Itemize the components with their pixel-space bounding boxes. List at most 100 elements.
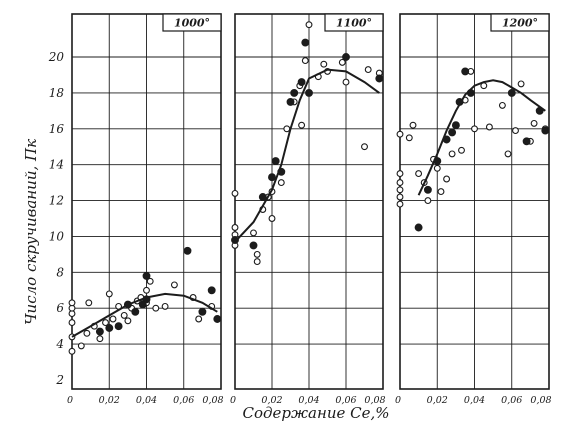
panel-title-box — [490, 13, 550, 32]
y-tick-label: 16 — [49, 122, 65, 136]
panel-1: 1000° 0 0,02 0,04 0,06 0,08 — [67, 13, 224, 406]
data-point-filled — [451, 121, 460, 130]
panel-title: 1200° — [502, 17, 538, 30]
data-point-open — [517, 80, 525, 88]
data-point-open — [433, 164, 441, 172]
data-point-filled — [541, 126, 550, 135]
data-point-filled — [213, 315, 222, 323]
data-point-filled — [95, 327, 104, 336]
data-point-open — [109, 315, 117, 323]
panel-3: 1200° 0 0,02 0,04 0,06 0,08 — [395, 13, 552, 406]
data-point-open — [301, 57, 309, 65]
fit-curve — [234, 68, 380, 243]
data-point-filled — [142, 271, 151, 280]
data-point-open — [396, 193, 404, 201]
data-point-open — [96, 335, 104, 343]
x-tick-label: 0,02 — [427, 395, 448, 406]
x-tick-label: 0,02 — [99, 395, 120, 406]
x-tick-label: 0,08 — [202, 395, 223, 406]
data-point-open — [268, 215, 276, 222]
data-point-filled — [290, 88, 299, 97]
data-point-filled — [198, 307, 207, 316]
data-point-open — [471, 125, 478, 133]
data-point-open — [530, 119, 538, 127]
x-tick-label: 0,02 — [261, 395, 282, 406]
data-point-filled — [342, 53, 350, 61]
data-point-open — [68, 347, 76, 355]
data-point-open — [338, 58, 346, 66]
x-tick-label: 0 — [395, 395, 401, 406]
data-point-filled — [258, 193, 267, 201]
data-point-open — [83, 329, 91, 337]
data-point-filled — [249, 241, 258, 250]
data-point-open — [424, 197, 432, 205]
data-point-filled — [286, 97, 295, 106]
x-tick-label: 0 — [67, 395, 73, 406]
x-tick-label: 0,06 — [501, 395, 522, 406]
data-point-open — [298, 121, 306, 129]
data-point-open — [253, 250, 261, 258]
y-tick-label: 20 — [48, 50, 65, 64]
data-point-open — [85, 299, 93, 307]
data-point-open — [443, 175, 451, 183]
data-point-open — [448, 150, 456, 158]
data-point-open — [68, 299, 76, 307]
panel-2: 1100° 0 0,02 0,04 0,06 0,08 — [230, 13, 386, 406]
data-point-filled — [297, 78, 306, 87]
data-point-open — [396, 179, 404, 187]
data-point-open — [231, 224, 239, 231]
data-point-open — [512, 127, 519, 135]
y-axis-ticks: 2 4 6 8 10 12 14 16 18 20 — [48, 50, 65, 387]
x-tick-label: 0,08 — [364, 395, 385, 406]
data-point-open — [396, 200, 404, 208]
data-point-open — [396, 186, 404, 194]
y-tick-label: 14 — [49, 158, 64, 172]
data-point-open — [250, 229, 257, 237]
data-point-open — [364, 66, 372, 74]
y-tick-label: 6 — [56, 301, 64, 315]
data-point-filled — [301, 38, 310, 47]
x-tick-label: 0,04 — [464, 395, 485, 406]
x-tick-label: 0,06 — [335, 395, 356, 406]
chart-panels: 1000° 0 0,02 0,04 0,06 0,08 1100° 0 0,02 0,04 0,06… — [67, 13, 552, 406]
data-point-open — [105, 290, 113, 298]
data-point-open — [415, 170, 423, 178]
fit-curve — [417, 79, 546, 196]
data-point-filled — [522, 137, 531, 146]
data-point-open — [277, 179, 285, 187]
data-point-open — [253, 258, 261, 266]
data-point-open — [396, 130, 404, 138]
data-point-open — [498, 101, 506, 109]
x-tick-label: 0 — [230, 395, 236, 406]
data-point-open — [405, 134, 413, 142]
data-point-open — [120, 311, 128, 319]
data-point-open — [342, 78, 350, 86]
data-point-filled — [183, 246, 192, 255]
data-point-open — [305, 21, 313, 29]
y-tick-label: 4 — [55, 337, 64, 351]
x-tick-label: 0,04 — [298, 395, 319, 406]
data-point-open — [124, 317, 132, 325]
data-point-open — [146, 277, 154, 285]
data-point-filled — [461, 67, 470, 76]
data-point-filled — [507, 88, 516, 97]
data-point-open — [68, 319, 76, 327]
data-point-open — [161, 302, 169, 310]
data-point-open — [396, 170, 404, 178]
panel-title-box — [324, 13, 384, 32]
data-point-open — [458, 146, 465, 154]
panel-frame — [234, 13, 384, 390]
data-point-open — [283, 125, 291, 133]
panel-title: 1000° — [174, 17, 210, 30]
data-point-open — [195, 315, 203, 323]
data-point-open — [231, 189, 239, 197]
data-point-filled — [375, 74, 384, 83]
data-point-open — [143, 286, 150, 294]
data-point-filled — [448, 128, 457, 137]
panel-title: 1100° — [336, 17, 372, 30]
data-point-open — [170, 281, 178, 289]
data-point-filled — [105, 324, 114, 332]
x-tick-label: 0,08 — [530, 395, 551, 406]
data-point-filled — [305, 88, 313, 97]
